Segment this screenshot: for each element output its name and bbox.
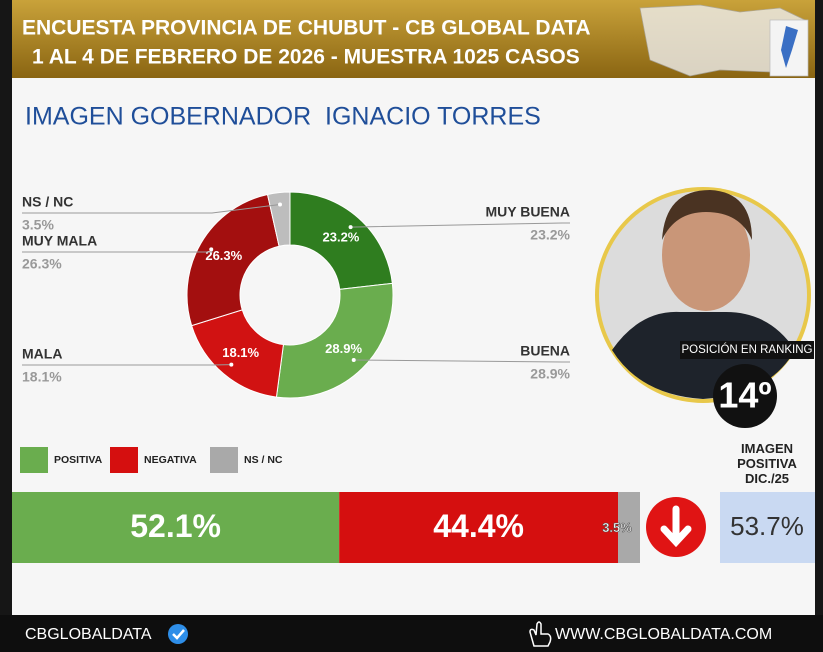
category-label: BUENA	[520, 343, 570, 359]
segment-label: 23.2%	[323, 229, 360, 244]
ranking-badge	[713, 364, 777, 428]
segment-label: 18.1%	[222, 345, 259, 360]
footer-website: WWW.CBGLOBALDATA.COM	[555, 626, 772, 643]
header-line: 1 AL 4 DE FEBRERO DE 2026 - MUESTRA 1025…	[32, 46, 580, 69]
bar-label: 52.1%	[130, 508, 221, 544]
verified-badge	[168, 624, 188, 644]
category-label: MUY MALA	[22, 233, 97, 249]
previous-box	[720, 492, 815, 563]
bar-label: 3.5%	[602, 520, 632, 535]
donut-segment	[186, 193, 280, 327]
leader-dot	[351, 357, 356, 362]
leader-dot	[348, 225, 353, 230]
ranking-position: 14º	[718, 375, 771, 416]
chart-title: IMAGEN GOBERNADOR IGNACIO TORRES	[25, 103, 541, 131]
bar-segment	[12, 492, 340, 563]
previous-title: IMAGEN POSITIVA DIC./25	[737, 441, 797, 486]
leader-line	[22, 204, 281, 214]
legend-label: POSITIVA	[54, 454, 103, 466]
legend-swatch	[110, 447, 138, 473]
ranking-label: POSICIÓN EN RANKING	[682, 343, 813, 356]
leader-dot	[229, 362, 234, 367]
category-value: 26.3%	[22, 256, 62, 272]
category-value: 18.1%	[22, 369, 62, 385]
footer-brand: CBGLOBALDATA	[25, 626, 152, 643]
donut-segment	[289, 191, 393, 290]
legend-label: NS / NC	[244, 454, 283, 466]
bar-label: 44.4%	[433, 508, 524, 544]
category-label: MALA	[22, 346, 62, 362]
category-label: MUY BUENA	[485, 204, 570, 220]
leader-line	[350, 222, 570, 228]
segment-label: 28.9%	[325, 341, 362, 356]
map-icon	[639, 4, 809, 77]
trend-arrow	[646, 497, 706, 557]
leader-dot	[209, 247, 214, 252]
leader-line	[353, 359, 570, 363]
donut-segment	[275, 282, 394, 399]
legend-swatch	[210, 447, 238, 473]
segment-label: 26.3%	[205, 248, 242, 263]
category-value: 3.5%	[22, 217, 54, 233]
leader-dot	[278, 202, 283, 207]
footer-band	[0, 615, 823, 652]
hand-icon	[529, 621, 552, 647]
legend-label: NEGATIVA	[144, 454, 197, 466]
category-label: NS / NC	[22, 194, 73, 210]
bar-segment	[339, 492, 619, 563]
bar-segment	[618, 492, 640, 563]
category-value: 28.9%	[530, 366, 570, 382]
legend-swatch	[20, 447, 48, 473]
category-value: 23.2%	[530, 227, 570, 243]
header-line: ENCUESTA PROVINCIA DE CHUBUT - CB GLOBAL…	[22, 17, 591, 40]
previous-value: 53.7%	[730, 511, 804, 541]
